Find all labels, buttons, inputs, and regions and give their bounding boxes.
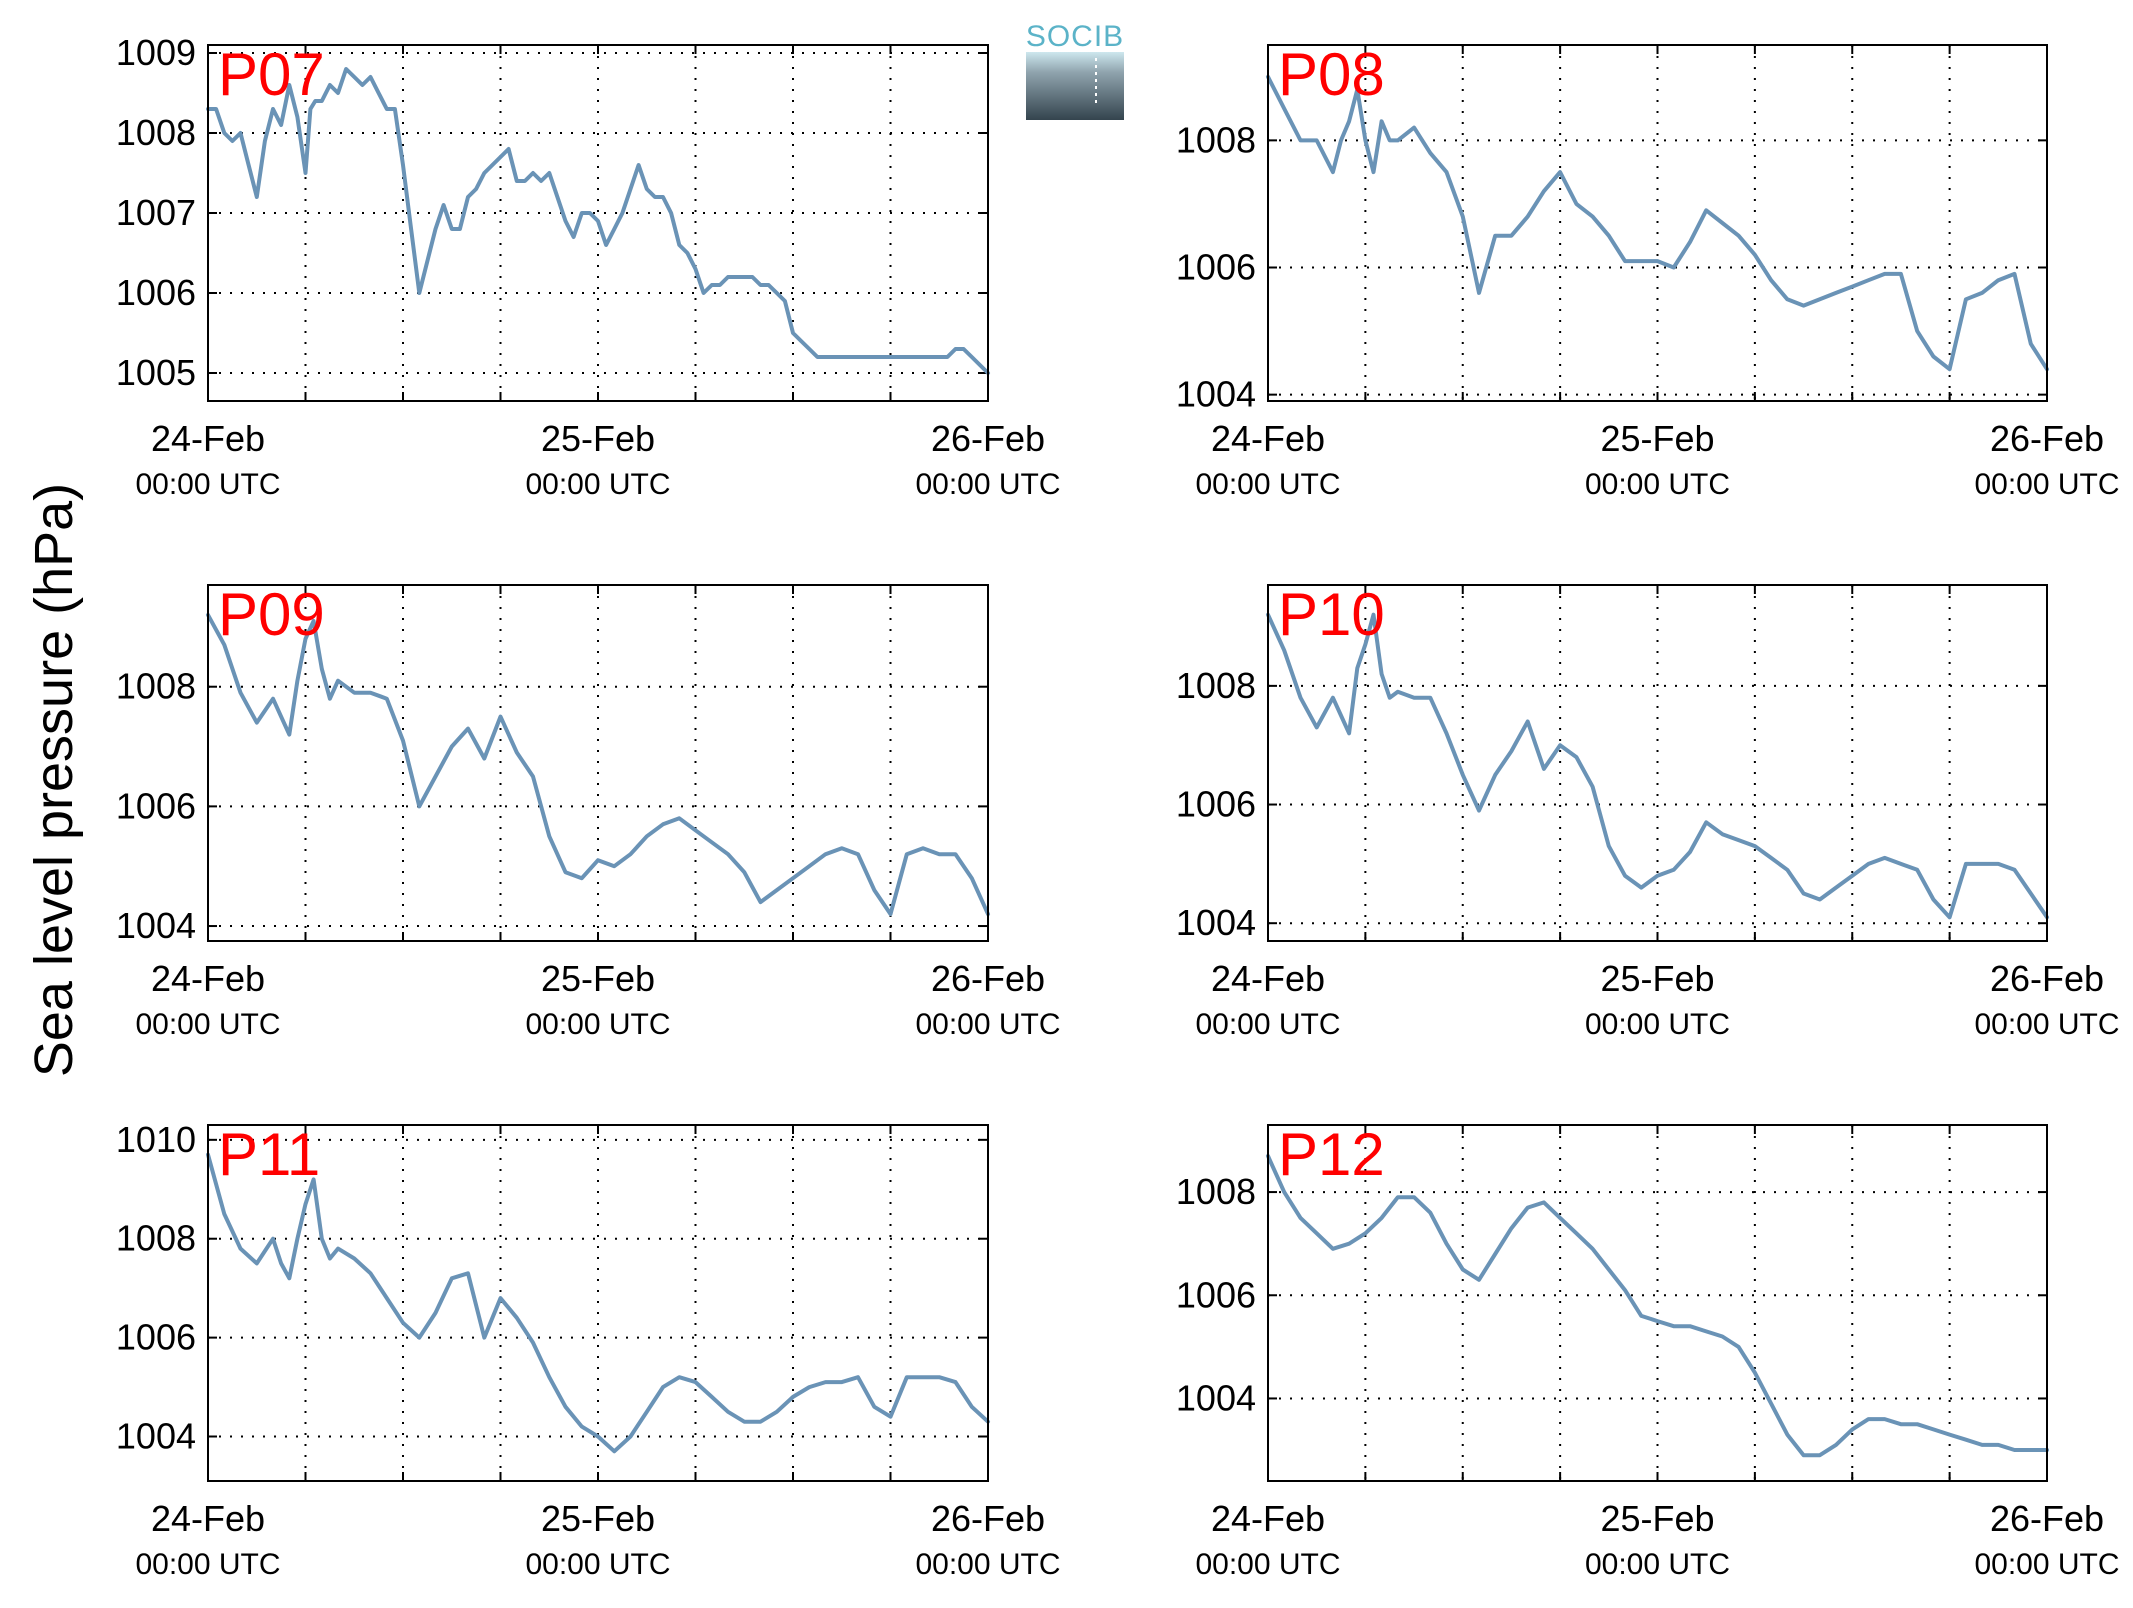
y-axis-label: Sea level pressure (hPa) <box>24 483 84 1077</box>
panel-label: P10 <box>1278 581 1385 648</box>
panel-p11: 1004 1006 1008 1010 P11 24-Feb 00:00 UTC 25-Feb… <box>116 1119 1061 1581</box>
x-tick-date-label: 25-Feb <box>1600 958 1714 999</box>
y-tick-label: 1004 <box>1176 902 1256 943</box>
y-tick-label: 1006 <box>116 272 196 313</box>
panel-p09: 1004 1006 1008 P09 24-Feb 00:00 UTC 25-Feb 00:0… <box>116 581 1061 1041</box>
x-tick-date-label: 24-Feb <box>1211 958 1325 999</box>
x-tick-time-label: 00:00 UTC <box>1974 468 2119 501</box>
y-tick-label: 1006 <box>1176 784 1256 825</box>
panel-label: P12 <box>1278 1121 1385 1188</box>
x-tick-time-label: 00:00 UTC <box>1585 468 1730 501</box>
y-tick-label: 1007 <box>116 192 196 233</box>
y-tick-label: 1006 <box>1176 247 1256 288</box>
x-tick-time-label: 00:00 UTC <box>915 1548 1060 1581</box>
x-tick-time-label: 00:00 UTC <box>1974 1548 2119 1581</box>
x-tick-date-label: 25-Feb <box>541 418 655 459</box>
y-tick-label: 1006 <box>1176 1274 1256 1315</box>
socib-logo: SOCIB <box>1026 20 1124 120</box>
y-tick-label: 1008 <box>1176 1171 1256 1212</box>
x-tick-date-label: 25-Feb <box>1600 1498 1714 1539</box>
axes-frame <box>207 584 989 942</box>
y-tick-label: 1008 <box>116 112 196 153</box>
panel-p08: 1004 1006 1008 P08 24-Feb 00:00 UTC 25-Feb 00:0… <box>1176 41 2120 501</box>
panel-label: P11 <box>218 1121 320 1188</box>
x-tick-time-label: 00:00 UTC <box>1974 1008 2119 1041</box>
x-tick-date-label: 25-Feb <box>541 958 655 999</box>
y-tick-label: 1004 <box>1176 374 1256 415</box>
x-tick-date-label: 26-Feb <box>1990 418 2104 459</box>
pressure-line-p11 <box>206 1152 990 1454</box>
y-tick-label: 1008 <box>1176 119 1256 160</box>
y-tick-label: 1004 <box>1176 1377 1256 1418</box>
pressure-line-p07 <box>206 67 990 375</box>
x-tick-time-label: 00:00 UTC <box>135 468 280 501</box>
panel-label: P08 <box>1278 41 1385 108</box>
logo-text: SOCIB <box>1026 20 1124 53</box>
y-tick-label: 1004 <box>116 1416 196 1457</box>
x-tick-date-label: 24-Feb <box>1211 1498 1325 1539</box>
x-tick-date-label: 24-Feb <box>151 958 265 999</box>
x-tick-time-label: 00:00 UTC <box>1195 468 1340 501</box>
x-tick-time-label: 00:00 UTC <box>915 1008 1060 1041</box>
x-tick-date-label: 24-Feb <box>1211 418 1325 459</box>
x-tick-date-label: 26-Feb <box>931 1498 1045 1539</box>
pressure-line-p12 <box>1266 1154 2049 1458</box>
axes-frame <box>207 44 989 402</box>
x-tick-time-label: 00:00 UTC <box>525 468 670 501</box>
x-tick-date-label: 25-Feb <box>1600 418 1714 459</box>
y-tick-label: 1008 <box>116 1218 196 1259</box>
y-tick-label: 1006 <box>116 785 196 826</box>
x-tick-date-label: 26-Feb <box>1990 1498 2104 1539</box>
pressure-line-p09 <box>206 612 990 917</box>
x-tick-time-label: 00:00 UTC <box>135 1008 280 1041</box>
axes-frame <box>1267 584 2048 942</box>
y-tick-label: 1009 <box>116 32 196 73</box>
panel-p10: 1004 1006 1008 P10 24-Feb 00:00 UTC 25-Feb 00:0… <box>1176 581 2120 1041</box>
axes-frame <box>1267 1124 2048 1482</box>
x-tick-time-label: 00:00 UTC <box>135 1548 280 1581</box>
y-tick-label: 1008 <box>116 666 196 707</box>
x-tick-time-label: 00:00 UTC <box>525 1548 670 1581</box>
axes-frame <box>207 1124 989 1482</box>
x-tick-time-label: 00:00 UTC <box>1585 1008 1730 1041</box>
x-tick-time-label: 00:00 UTC <box>915 468 1060 501</box>
panel-p07: 1005 1006 1007 1008 1009 P07 24-Feb 00:00 UTC 25… <box>116 32 1061 501</box>
x-tick-time-label: 00:00 UTC <box>1585 1548 1730 1581</box>
x-tick-date-label: 26-Feb <box>1990 958 2104 999</box>
y-tick-label: 1004 <box>116 905 196 946</box>
x-tick-date-label: 26-Feb <box>931 418 1045 459</box>
y-tick-label: 1006 <box>116 1317 196 1358</box>
panel-p12: 1004 1006 1008 P12 24-Feb 00:00 UTC 25-Feb 00:0… <box>1176 1121 2120 1581</box>
pressure-line-p10 <box>1266 612 2049 920</box>
x-tick-date-label: 24-Feb <box>151 1498 265 1539</box>
x-tick-time-label: 00:00 UTC <box>525 1008 670 1041</box>
x-tick-date-label: 25-Feb <box>541 1498 655 1539</box>
pressure-line-p08 <box>1266 74 2049 372</box>
x-tick-date-label: 24-Feb <box>151 418 265 459</box>
y-tick-label: 1010 <box>116 1119 196 1160</box>
x-tick-time-label: 00:00 UTC <box>1195 1008 1340 1041</box>
x-tick-time-label: 00:00 UTC <box>1195 1548 1340 1581</box>
x-tick-date-label: 26-Feb <box>931 958 1045 999</box>
axes-frame <box>1267 44 2048 402</box>
panels: 1005 1006 1007 1008 1009 P07 24-Feb 00:00 UTC 25… <box>116 32 2120 1581</box>
panel-label: P09 <box>218 581 325 648</box>
y-tick-label: 1008 <box>1176 665 1256 706</box>
y-tick-label: 1005 <box>116 352 196 393</box>
panel-label: P07 <box>218 41 325 108</box>
